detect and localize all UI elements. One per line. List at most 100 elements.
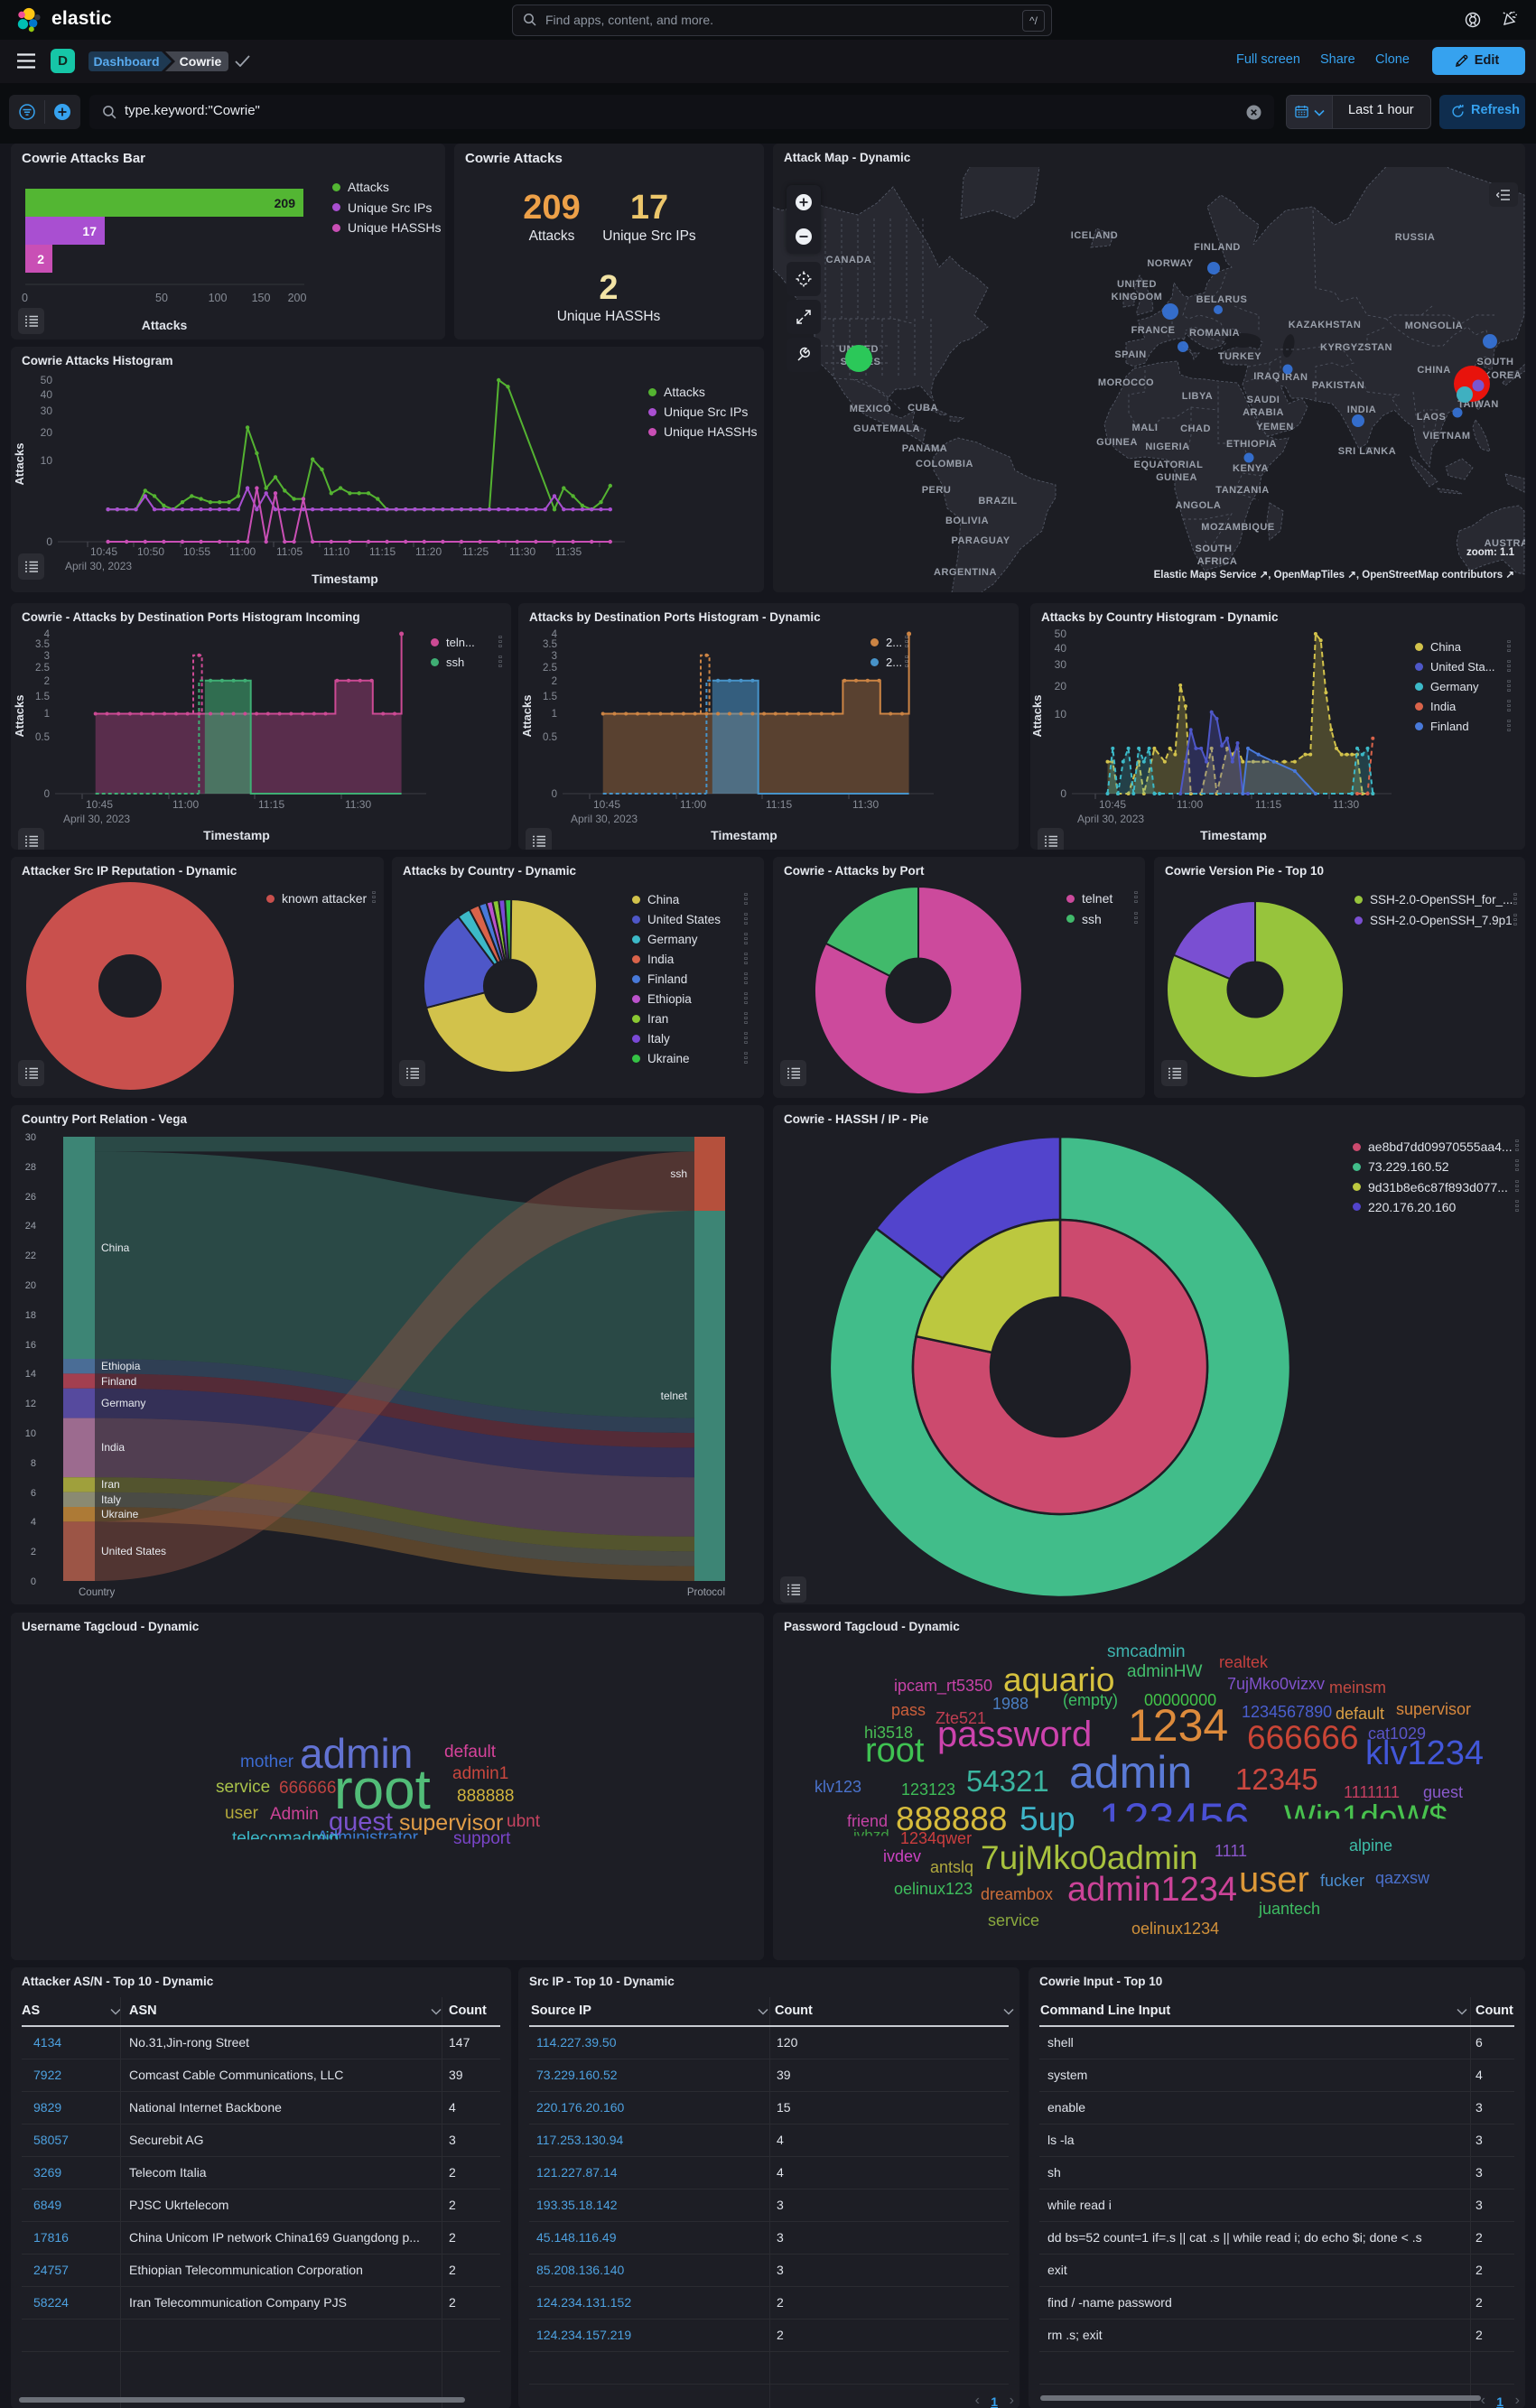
svg-text:Iran: Iran	[101, 1478, 120, 1491]
svg-text:April 30, 2023: April 30, 2023	[571, 813, 638, 825]
svg-text:4: 4	[552, 629, 558, 640]
svg-text:4: 4	[44, 629, 51, 640]
svg-text:11:10: 11:10	[323, 545, 349, 558]
svg-text:18: 18	[25, 1310, 36, 1321]
svg-text:AFRICA: AFRICA	[1197, 556, 1238, 567]
svg-text:11:25: 11:25	[462, 545, 489, 558]
svg-text:11:00: 11:00	[680, 798, 706, 811]
svg-text:11:05: 11:05	[276, 545, 303, 558]
svg-text:MALI: MALI	[1132, 423, 1159, 433]
svg-text:GUATEMALA: GUATEMALA	[853, 423, 920, 434]
svg-text:0: 0	[552, 789, 557, 800]
svg-text:Finland: Finland	[101, 1375, 136, 1388]
svg-text:PANAMA: PANAMA	[902, 443, 947, 454]
svg-text:3: 3	[552, 651, 557, 662]
svg-text:ICELAND: ICELAND	[1071, 230, 1118, 241]
svg-text:12: 12	[25, 1399, 36, 1409]
svg-text:India: India	[101, 1441, 125, 1454]
svg-text:11:30: 11:30	[509, 545, 535, 558]
svg-text:2: 2	[37, 252, 44, 266]
svg-text:16: 16	[25, 1340, 36, 1351]
svg-text:3.5: 3.5	[35, 639, 50, 650]
svg-text:22: 22	[25, 1250, 36, 1261]
svg-text:10:45: 10:45	[90, 545, 117, 558]
svg-text:10:45: 10:45	[1099, 798, 1126, 811]
svg-text:KOREA: KOREA	[1484, 370, 1522, 381]
svg-text:2: 2	[31, 1547, 36, 1557]
svg-text:Timestamp: Timestamp	[1200, 828, 1267, 842]
svg-text:11:00: 11:00	[172, 798, 199, 811]
svg-text:1.5: 1.5	[543, 692, 557, 702]
svg-text:ARABIA: ARABIA	[1243, 407, 1284, 418]
svg-text:CHINA: CHINA	[1417, 365, 1450, 376]
svg-text:INDIA: INDIA	[1347, 404, 1376, 415]
svg-text:RUSSIA: RUSSIA	[1395, 232, 1436, 243]
svg-text:April 30, 2023: April 30, 2023	[65, 560, 132, 572]
svg-text:SRI LANKA: SRI LANKA	[1338, 446, 1396, 457]
svg-text:Timestamp: Timestamp	[203, 828, 270, 842]
svg-text:0: 0	[1060, 787, 1066, 800]
svg-text:KYRGYZSTAN: KYRGYZSTAN	[1320, 342, 1392, 353]
svg-text:11:15: 11:15	[766, 798, 792, 811]
svg-text:20: 20	[25, 1280, 36, 1291]
svg-text:24: 24	[25, 1221, 36, 1232]
svg-text:United States: United States	[101, 1545, 166, 1557]
svg-text:MOROCCO: MOROCCO	[1098, 377, 1154, 388]
svg-text:0: 0	[22, 292, 28, 304]
svg-text:3: 3	[44, 651, 50, 662]
svg-text:LAOS: LAOS	[1417, 412, 1447, 423]
svg-text:Italy: Italy	[101, 1493, 121, 1506]
svg-text:VIETNAM: VIETNAM	[1423, 431, 1471, 442]
svg-text:8: 8	[31, 1458, 36, 1469]
svg-text:China: China	[101, 1241, 130, 1254]
svg-text:Attacks: Attacks	[1030, 695, 1044, 738]
svg-text:KENYA: KENYA	[1233, 463, 1269, 474]
svg-text:10:45: 10:45	[593, 798, 620, 811]
svg-text:BELARUS: BELARUS	[1196, 294, 1248, 305]
svg-text:IRAQ: IRAQ	[1253, 371, 1280, 382]
svg-text:Attacks: Attacks	[520, 695, 534, 738]
svg-text:MEXICO: MEXICO	[850, 404, 891, 414]
svg-text:Ukraine: Ukraine	[101, 1508, 139, 1520]
svg-text:10: 10	[25, 1428, 36, 1439]
svg-text:SOUTH: SOUTH	[1196, 544, 1233, 554]
svg-text:ETHIOPIA: ETHIOPIA	[1226, 439, 1277, 450]
svg-text:GUINEA: GUINEA	[1156, 472, 1197, 483]
svg-text:1: 1	[552, 709, 557, 720]
svg-text:40: 40	[1055, 642, 1067, 655]
svg-text:28: 28	[25, 1162, 36, 1173]
svg-text:GUINEA: GUINEA	[1096, 437, 1138, 448]
svg-text:14: 14	[25, 1369, 36, 1380]
svg-text:209: 209	[275, 196, 296, 210]
svg-text:11:35: 11:35	[555, 545, 582, 558]
svg-text:CANADA: CANADA	[826, 255, 872, 265]
svg-text:200: 200	[288, 292, 307, 304]
svg-text:2: 2	[44, 676, 50, 687]
svg-text:0.5: 0.5	[35, 732, 50, 743]
svg-text:PAKISTAN: PAKISTAN	[1312, 380, 1365, 391]
svg-text:EQUATORIAL: EQUATORIAL	[1134, 460, 1204, 470]
svg-text:April 30, 2023: April 30, 2023	[1077, 813, 1144, 825]
svg-text:10:45: 10:45	[86, 798, 113, 811]
svg-text:4: 4	[31, 1517, 36, 1528]
svg-text:Attacks: Attacks	[142, 318, 188, 332]
svg-text:TANZANIA: TANZANIA	[1215, 485, 1269, 496]
svg-text:PERU: PERU	[922, 485, 952, 496]
svg-text:10:50: 10:50	[137, 545, 164, 558]
svg-text:50: 50	[155, 292, 168, 304]
svg-text:0: 0	[44, 789, 50, 800]
svg-text:UNITED: UNITED	[1117, 279, 1157, 290]
svg-text:0: 0	[31, 1576, 36, 1587]
svg-text:COLOMBIA: COLOMBIA	[916, 459, 973, 470]
svg-text:30: 30	[41, 404, 53, 417]
svg-text:30: 30	[25, 1132, 36, 1143]
svg-text:AUSTRA: AUSTRA	[1485, 538, 1525, 549]
svg-text:BRAZIL: BRAZIL	[978, 496, 1017, 507]
svg-text:150: 150	[252, 292, 271, 304]
svg-text:10:55: 10:55	[183, 545, 210, 558]
svg-text:1.5: 1.5	[35, 692, 50, 702]
svg-text:30: 30	[1055, 658, 1067, 671]
svg-text:CUBA: CUBA	[908, 403, 938, 414]
svg-text:11:15: 11:15	[369, 545, 396, 558]
svg-text:KINGDOM: KINGDOM	[1112, 292, 1163, 302]
